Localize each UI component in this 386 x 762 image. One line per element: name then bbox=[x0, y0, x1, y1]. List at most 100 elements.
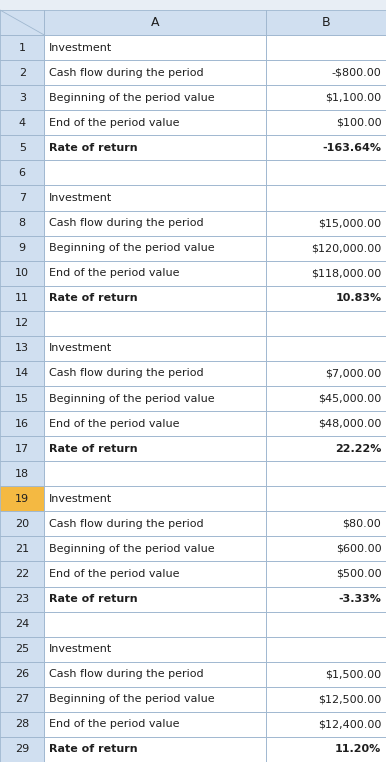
Text: 4: 4 bbox=[19, 118, 26, 128]
Text: 28: 28 bbox=[15, 719, 29, 729]
Bar bbox=[266, 411, 386, 436]
Text: Cash flow during the period: Cash flow during the period bbox=[49, 369, 204, 379]
Bar bbox=[0, 185, 44, 210]
Text: 12: 12 bbox=[15, 319, 29, 328]
Bar bbox=[44, 587, 266, 612]
Bar bbox=[0, 361, 44, 386]
Text: Investment: Investment bbox=[49, 43, 112, 53]
Text: 22.22%: 22.22% bbox=[335, 443, 381, 453]
Text: -3.33%: -3.33% bbox=[339, 594, 381, 604]
Text: End of the period value: End of the period value bbox=[49, 268, 179, 278]
Bar bbox=[44, 511, 266, 536]
Text: 26: 26 bbox=[15, 669, 29, 679]
Bar bbox=[266, 511, 386, 536]
Bar bbox=[266, 10, 386, 35]
Bar bbox=[266, 461, 386, 486]
Text: $12,400.00: $12,400.00 bbox=[318, 719, 381, 729]
Text: 11: 11 bbox=[15, 293, 29, 303]
Text: 10.83%: 10.83% bbox=[335, 293, 381, 303]
Bar bbox=[0, 486, 44, 511]
Bar bbox=[0, 160, 44, 185]
Text: 20: 20 bbox=[15, 519, 29, 529]
Bar bbox=[0, 461, 44, 486]
Bar bbox=[44, 712, 266, 737]
Bar bbox=[266, 261, 386, 286]
Bar bbox=[44, 110, 266, 136]
Text: 7: 7 bbox=[19, 193, 26, 203]
Text: End of the period value: End of the period value bbox=[49, 118, 179, 128]
Bar bbox=[0, 712, 44, 737]
Bar bbox=[44, 661, 266, 687]
Text: Beginning of the period value: Beginning of the period value bbox=[49, 93, 215, 103]
Bar bbox=[44, 136, 266, 160]
Bar bbox=[44, 411, 266, 436]
Text: 17: 17 bbox=[15, 443, 29, 453]
Bar bbox=[0, 35, 44, 60]
Text: $1,500.00: $1,500.00 bbox=[325, 669, 381, 679]
Text: 13: 13 bbox=[15, 344, 29, 354]
Text: 18: 18 bbox=[15, 469, 29, 479]
Text: $100.00: $100.00 bbox=[336, 118, 381, 128]
Bar bbox=[44, 637, 266, 661]
Text: $120,000.00: $120,000.00 bbox=[311, 243, 381, 253]
Bar bbox=[266, 536, 386, 562]
Bar bbox=[266, 612, 386, 637]
Bar bbox=[0, 411, 44, 436]
Bar bbox=[0, 661, 44, 687]
Bar bbox=[266, 486, 386, 511]
Bar bbox=[266, 737, 386, 762]
Text: 27: 27 bbox=[15, 694, 29, 704]
Bar bbox=[0, 436, 44, 461]
Bar bbox=[0, 10, 44, 35]
Bar bbox=[266, 185, 386, 210]
Text: -163.64%: -163.64% bbox=[322, 142, 381, 153]
Text: Cash flow during the period: Cash flow during the period bbox=[49, 519, 204, 529]
Text: Beginning of the period value: Beginning of the period value bbox=[49, 243, 215, 253]
Text: $12,500.00: $12,500.00 bbox=[318, 694, 381, 704]
Text: 24: 24 bbox=[15, 620, 29, 629]
Bar bbox=[266, 386, 386, 411]
Text: 22: 22 bbox=[15, 569, 29, 579]
Bar bbox=[266, 110, 386, 136]
Bar bbox=[266, 35, 386, 60]
Text: $118,000.00: $118,000.00 bbox=[311, 268, 381, 278]
Text: Rate of return: Rate of return bbox=[49, 744, 138, 754]
Bar bbox=[44, 311, 266, 336]
Bar bbox=[266, 210, 386, 235]
Bar bbox=[44, 436, 266, 461]
Bar bbox=[0, 235, 44, 261]
Text: Investment: Investment bbox=[49, 344, 112, 354]
Bar bbox=[44, 461, 266, 486]
Bar bbox=[266, 587, 386, 612]
Bar bbox=[266, 562, 386, 587]
Text: Beginning of the period value: Beginning of the period value bbox=[49, 544, 215, 554]
Bar bbox=[266, 136, 386, 160]
Bar bbox=[0, 637, 44, 661]
Bar bbox=[266, 637, 386, 661]
Text: End of the period value: End of the period value bbox=[49, 569, 179, 579]
Text: 19: 19 bbox=[15, 494, 29, 504]
Bar bbox=[266, 286, 386, 311]
Bar bbox=[44, 612, 266, 637]
Text: $48,000.00: $48,000.00 bbox=[318, 418, 381, 428]
Bar bbox=[266, 687, 386, 712]
Text: 11.20%: 11.20% bbox=[335, 744, 381, 754]
Bar bbox=[44, 60, 266, 85]
Text: 5: 5 bbox=[19, 142, 26, 153]
Text: 1: 1 bbox=[19, 43, 26, 53]
Bar bbox=[0, 336, 44, 361]
Text: $1,100.00: $1,100.00 bbox=[325, 93, 381, 103]
Text: 3: 3 bbox=[19, 93, 26, 103]
Text: Investment: Investment bbox=[49, 193, 112, 203]
Text: $7,000.00: $7,000.00 bbox=[325, 369, 381, 379]
Text: 15: 15 bbox=[15, 393, 29, 404]
Bar bbox=[266, 361, 386, 386]
Text: 21: 21 bbox=[15, 544, 29, 554]
Text: B: B bbox=[322, 16, 330, 29]
Bar bbox=[44, 10, 266, 35]
Text: Rate of return: Rate of return bbox=[49, 293, 138, 303]
Bar bbox=[0, 311, 44, 336]
Bar bbox=[44, 536, 266, 562]
Bar bbox=[0, 210, 44, 235]
Bar bbox=[0, 386, 44, 411]
